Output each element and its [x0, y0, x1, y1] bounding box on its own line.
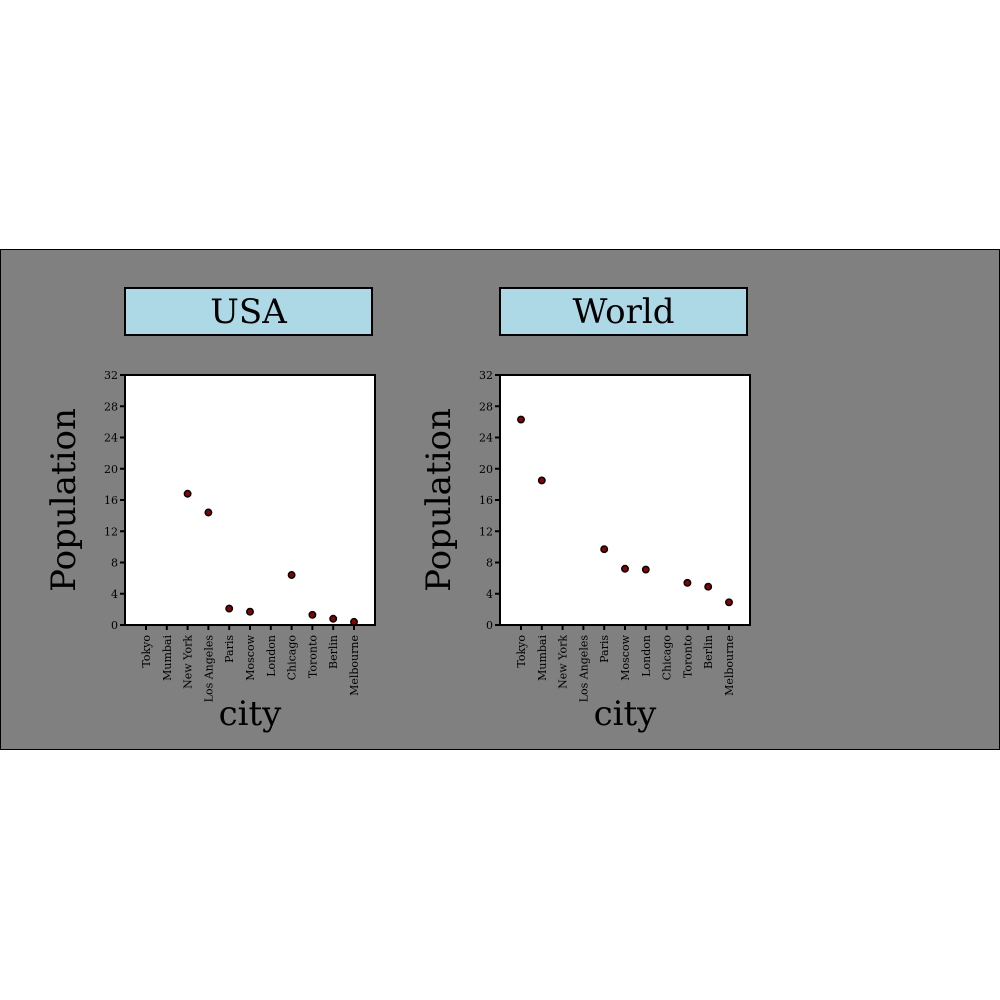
- x-tick-label: Toronto: [681, 635, 694, 678]
- x-tick-label: Berlin: [702, 635, 715, 669]
- y-axis-title: Population: [44, 408, 84, 592]
- data-point: [704, 582, 713, 591]
- y-tick-label: 8: [486, 557, 493, 570]
- x-tick-label: New York: [557, 635, 570, 689]
- x-tick-label: Mumbai: [536, 635, 549, 681]
- x-tick-label: Los Angeles: [577, 635, 590, 703]
- facet-title-usa: USA: [124, 287, 373, 336]
- y-axis-title: Population: [419, 408, 459, 592]
- y-tick-label: 28: [104, 400, 118, 413]
- x-tick-label: Los Angeles: [202, 635, 215, 703]
- x-tick-label: Paris: [223, 635, 236, 663]
- y-tick-label: 32: [479, 369, 493, 382]
- y-tick-label: 20: [479, 463, 493, 476]
- data-point: [621, 564, 629, 573]
- x-tick-label: London: [265, 635, 278, 677]
- x-tick-label: Moscow: [619, 634, 632, 680]
- y-tick-label: 4: [486, 588, 493, 601]
- x-tick-label: London: [640, 635, 653, 677]
- x-tick-label: Melbourne: [723, 635, 736, 696]
- facet-usa: 0 4 8 12 16 20 24 28 32 Tokyo Mumbai New York Los An…: [44, 369, 376, 734]
- x-tick-label: Toronto: [306, 635, 319, 678]
- y-tick-label: 4: [111, 588, 118, 601]
- y-tick-label: 32: [104, 369, 118, 382]
- x-tick-label: Tokyo: [140, 635, 153, 668]
- y-tick-label: 8: [111, 557, 118, 570]
- data-point: [308, 610, 317, 619]
- x-tick-label: New York: [182, 635, 195, 689]
- data-point: [600, 545, 609, 554]
- data-point: [183, 489, 192, 498]
- y-tick-label: 0: [111, 619, 118, 632]
- data-point: [287, 571, 296, 579]
- data-point: [641, 565, 650, 574]
- data-point: [725, 598, 733, 607]
- x-tick-label: Berlin: [327, 635, 340, 669]
- x-tick-label: Chicago: [661, 635, 674, 681]
- x-tick-label: Mumbai: [161, 635, 174, 681]
- x-axis-title: city: [219, 694, 283, 734]
- plot-area: [124, 374, 376, 626]
- data-point: [246, 607, 254, 616]
- x-tick-label: Chicago: [286, 635, 299, 681]
- data-point: [683, 578, 692, 587]
- data-point: [204, 508, 213, 517]
- y-tick-label: 12: [104, 525, 118, 538]
- y-tick-label: 20: [104, 463, 118, 476]
- y-tick-label: 0: [486, 619, 493, 632]
- data-point: [537, 476, 546, 485]
- data-point: [517, 415, 525, 424]
- data-point: [225, 604, 234, 613]
- x-axis-title: city: [594, 694, 658, 734]
- x-tick-label: Paris: [598, 635, 611, 663]
- x-tick-label: Melbourne: [348, 635, 361, 696]
- y-tick-label: 28: [479, 400, 493, 413]
- facet-title-world: World: [499, 287, 748, 336]
- plot-area: [499, 374, 751, 626]
- y-tick-label: 12: [479, 525, 493, 538]
- y-tick-label: 24: [479, 432, 493, 445]
- data-point: [350, 617, 358, 626]
- data-point: [329, 614, 338, 623]
- facet-world: 0 4 8 12 16 20 24 28 32 Tokyo Mumbai New York Los An…: [419, 369, 751, 734]
- x-tick-label: Moscow: [244, 634, 257, 680]
- y-tick-label: 16: [479, 494, 493, 507]
- y-tick-label: 24: [104, 432, 118, 445]
- x-tick-label: Tokyo: [515, 635, 528, 668]
- y-tick-label: 16: [104, 494, 118, 507]
